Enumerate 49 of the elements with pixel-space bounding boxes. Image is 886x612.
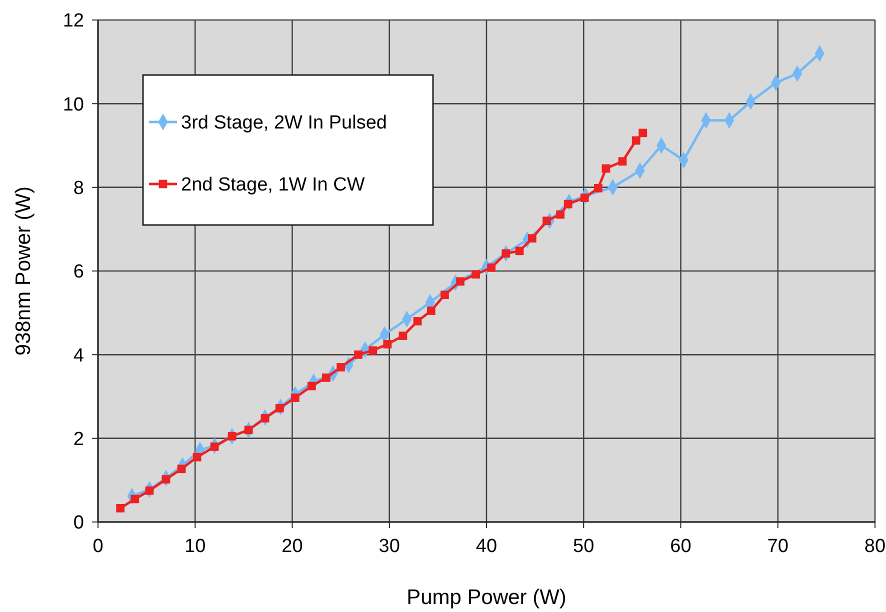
point [426,306,436,315]
y-tick-label: 6 [73,262,84,283]
point [322,373,330,382]
y-tick-label: 4 [73,345,84,366]
point [638,128,648,138]
point [130,494,140,504]
x-tick-label: 80 [864,536,886,557]
point [618,157,627,166]
y-tick-label: 12 [62,10,84,32]
legend-label: 3rd Stage, 2W In Pulsed [181,112,387,134]
y-tick-label: 8 [73,178,84,199]
point [515,246,524,256]
point [528,234,536,243]
x-tick-label: 70 [767,536,788,557]
point [368,346,378,355]
point [192,452,202,462]
point [456,277,464,286]
x-tick-label: 30 [378,536,400,557]
point [398,332,408,340]
point [116,504,125,512]
legend-label: 2nd Stage, 1W In CW [181,174,365,196]
point [472,270,480,279]
point [564,200,572,208]
x-tick-label: 20 [282,536,303,557]
point [177,464,186,474]
point [487,263,496,272]
x-tick-label: 60 [670,536,692,557]
point [336,363,345,372]
point [275,404,284,412]
point [354,350,362,359]
point [602,164,610,173]
point [383,340,392,348]
point [440,290,449,300]
y-tick-label: 0 [73,512,84,534]
point [556,210,564,219]
x-tick-label: 10 [184,536,206,557]
point [542,216,551,225]
x-tick-label: 50 [573,536,594,557]
x-tick-label: 40 [476,536,498,557]
y-axis-title: 938nm Power (W) [12,186,35,356]
point [307,382,316,390]
y-tick-label: 2 [73,428,84,450]
y-tick-label: 10 [62,94,84,116]
x-tick-label: 0 [92,536,104,557]
point [580,194,589,202]
point [413,317,422,326]
point [594,184,602,192]
point [632,136,640,145]
x-axis-title: Pump Power (W) [406,586,566,609]
